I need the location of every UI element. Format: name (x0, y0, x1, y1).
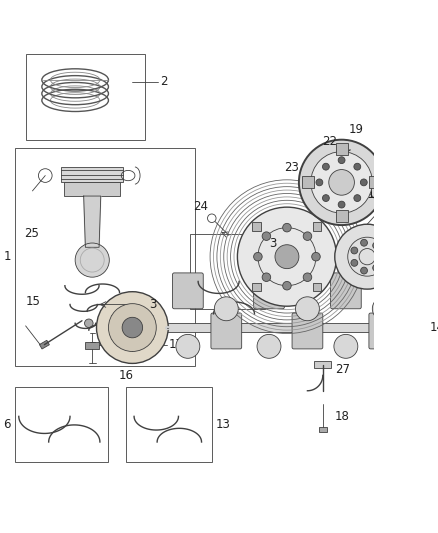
Bar (166, 324, 418, 332)
Circle shape (237, 207, 336, 306)
FancyBboxPatch shape (369, 313, 399, 349)
Circle shape (316, 179, 323, 186)
FancyBboxPatch shape (254, 273, 284, 309)
Circle shape (75, 243, 110, 277)
Text: 2: 2 (161, 75, 168, 88)
Circle shape (257, 334, 281, 358)
Circle shape (96, 292, 168, 364)
Text: 19: 19 (348, 123, 364, 136)
Circle shape (354, 195, 361, 201)
Bar (336, 209, 348, 222)
Circle shape (299, 140, 384, 225)
FancyBboxPatch shape (211, 313, 242, 349)
Circle shape (283, 281, 291, 290)
Circle shape (334, 334, 358, 358)
Bar (61, 167, 123, 182)
Circle shape (327, 152, 336, 161)
Circle shape (335, 224, 399, 289)
Bar (127, 387, 212, 463)
FancyBboxPatch shape (292, 313, 323, 349)
Text: 13: 13 (215, 418, 230, 431)
Circle shape (329, 169, 354, 195)
Polygon shape (84, 196, 101, 247)
Bar (314, 361, 331, 368)
Circle shape (303, 273, 312, 281)
Circle shape (283, 223, 291, 232)
Circle shape (322, 195, 329, 201)
Text: 22: 22 (322, 135, 337, 148)
Bar (369, 176, 381, 188)
Text: 27: 27 (335, 363, 350, 376)
Bar (313, 222, 321, 231)
Bar (313, 282, 321, 291)
Text: 16: 16 (119, 369, 134, 382)
Bar (302, 176, 314, 188)
Circle shape (214, 297, 238, 321)
Text: 18: 18 (335, 410, 350, 423)
Bar (85, 342, 99, 349)
Circle shape (373, 264, 380, 271)
Circle shape (338, 201, 345, 208)
Text: 15: 15 (25, 295, 40, 309)
Bar (39, 340, 49, 349)
Circle shape (122, 317, 143, 338)
Text: 25: 25 (24, 227, 39, 240)
Circle shape (262, 273, 271, 281)
Circle shape (296, 297, 319, 321)
Circle shape (351, 260, 358, 266)
Circle shape (351, 247, 358, 254)
Text: 23: 23 (284, 161, 299, 174)
Bar (190, 233, 265, 309)
Circle shape (360, 179, 367, 186)
Circle shape (311, 152, 372, 213)
Circle shape (303, 232, 312, 240)
Circle shape (378, 253, 385, 260)
Bar (64, 182, 120, 196)
FancyBboxPatch shape (331, 273, 361, 309)
Text: 6: 6 (4, 418, 11, 431)
Circle shape (262, 232, 271, 240)
Circle shape (275, 245, 299, 269)
Circle shape (360, 267, 367, 274)
Circle shape (312, 253, 320, 261)
Text: 14: 14 (430, 321, 438, 334)
Circle shape (360, 239, 367, 246)
Bar (318, 426, 327, 432)
Text: 1: 1 (4, 250, 11, 263)
Circle shape (254, 253, 262, 261)
Circle shape (373, 242, 380, 249)
Bar (252, 282, 261, 291)
Bar (15, 387, 108, 463)
Text: 17: 17 (169, 338, 184, 351)
Circle shape (176, 334, 200, 358)
Bar (25, 54, 145, 140)
Circle shape (322, 163, 329, 170)
Bar (15, 148, 195, 366)
Text: 3: 3 (149, 298, 157, 311)
Circle shape (354, 163, 361, 170)
Text: 3: 3 (269, 237, 276, 251)
Text: 21: 21 (360, 188, 375, 201)
FancyBboxPatch shape (173, 273, 203, 309)
Text: 24: 24 (193, 200, 208, 213)
Circle shape (338, 157, 345, 164)
Bar (252, 222, 261, 231)
Circle shape (372, 297, 396, 321)
Circle shape (109, 304, 156, 351)
Circle shape (85, 319, 93, 328)
Bar (336, 143, 348, 155)
